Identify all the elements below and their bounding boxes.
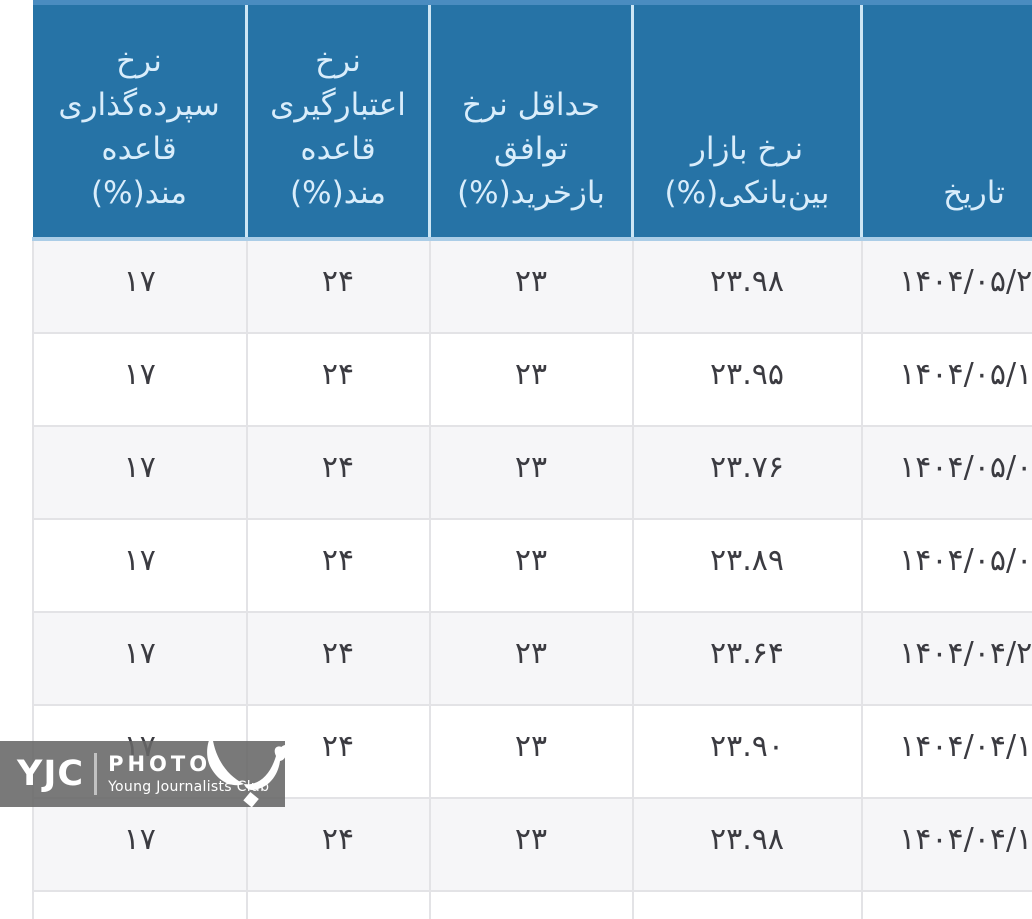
cell-min_repo_agreement_rate_pct: ۲۳ bbox=[428, 238, 633, 333]
table-header: تاریخ نرخ بازار بین‌بانکی(%) حداقل نرخ توا… bbox=[33, 0, 1032, 241]
cell-interbank_market_rate_pct: ۲۳.۹۵ bbox=[631, 332, 862, 426]
cell-date: ۱۴۰۴/۰۵/۰۸ bbox=[860, 425, 1032, 519]
cell-date: ۱۴۰۴/۰۴/۲۵ bbox=[860, 611, 1032, 705]
cell-interbank_market_rate_pct: ۲۳.۶۴ bbox=[631, 611, 862, 705]
watermark-subtitle: Young Journalists Club bbox=[108, 779, 270, 796]
table-header-row: تاریخ نرخ بازار بین‌بانکی(%) حداقل نرخ توا… bbox=[33, 0, 1032, 241]
column-header-regulated_credit_rate_pct: نرخ اعتبارگیری قاعده مند(%) bbox=[245, 0, 430, 241]
cell-regulated_credit_rate_pct: ۲۴ bbox=[245, 611, 430, 705]
cell-regulated_credit_rate_pct: ۲۴ bbox=[245, 797, 430, 891]
cell-interbank_market_rate_pct: ۲۳.۷۶ bbox=[631, 425, 862, 519]
cell-min_repo_agreement_rate_pct: ۲۳ bbox=[428, 425, 633, 519]
cell-regulated_credit_rate_pct: ۲۴ bbox=[245, 890, 430, 919]
cell-regulated_deposit_rate_pct: ۱۷ bbox=[32, 332, 247, 426]
cell-min_repo_agreement_rate_pct: ۲۳ bbox=[428, 704, 633, 798]
cell-regulated_deposit_rate_pct: ۱۷ bbox=[32, 425, 247, 519]
watermark-divider bbox=[94, 753, 98, 795]
cell-interbank_market_rate_pct: ۲۳.۹۸ bbox=[631, 890, 862, 919]
cell-min_repo_agreement_rate_pct: ۲۳ bbox=[428, 890, 633, 919]
cell-date: ۱۴۰۴/۰۴/۱۸ bbox=[860, 704, 1032, 798]
cell-interbank_market_rate_pct: ۲۳.۸۹ bbox=[631, 518, 862, 612]
yjc-logo-text: YJC bbox=[17, 753, 85, 794]
cell-regulated_deposit_rate_pct: ۱۷ bbox=[32, 611, 247, 705]
cell-regulated_credit_rate_pct: ۲۴ bbox=[245, 518, 430, 612]
cell-interbank_market_rate_pct: ۲۳.۹۸ bbox=[631, 797, 862, 891]
cell-regulated_credit_rate_pct: ۲۴ bbox=[245, 332, 430, 426]
cell-date: ۱۴۰۴/۰۵/۲۲ bbox=[860, 238, 1032, 333]
cell-regulated_deposit_rate_pct: ۱۷ bbox=[32, 890, 247, 919]
cell-min_repo_agreement_rate_pct: ۲۳ bbox=[428, 518, 633, 612]
cell-interbank_market_rate_pct: ۲۳.۹۰ bbox=[631, 704, 862, 798]
cell-date: ۱۴۰۴/۰۵/۰۱ bbox=[860, 518, 1032, 612]
cell-regulated_deposit_rate_pct: ۱۷ bbox=[32, 238, 247, 333]
yjc-watermark: YJC PHOTO Young Journalists Club bbox=[0, 734, 286, 808]
cell-regulated_credit_rate_pct: ۲۴ bbox=[245, 425, 430, 519]
cell-date: ۱۴۰۴/۰۵/۱۵ bbox=[860, 332, 1032, 426]
cell-date: ۱۴۰۴/۰۴/۰۴ bbox=[860, 890, 1032, 919]
column-header-interbank_market_rate_pct: نرخ بازار بین‌بانکی(%) bbox=[631, 0, 862, 241]
column-header-date: تاریخ bbox=[860, 0, 1032, 241]
cell-min_repo_agreement_rate_pct: ۲۳ bbox=[428, 797, 633, 891]
cell-regulated_deposit_rate_pct: ۱۷ bbox=[32, 518, 247, 612]
cell-min_repo_agreement_rate_pct: ۲۳ bbox=[428, 611, 633, 705]
cell-date: ۱۴۰۴/۰۴/۱۱ bbox=[860, 797, 1032, 891]
interbank-rates-table: تاریخ نرخ بازار بین‌بانکی(%) حداقل نرخ توا… bbox=[32, 0, 1032, 919]
cell-regulated_deposit_rate_pct: ۱۷ bbox=[32, 797, 247, 891]
column-header-min_repo_agreement_rate_pct: حداقل نرخ توافق بازخرید(%) bbox=[428, 0, 633, 241]
column-header-regulated_deposit_rate_pct: نرخ سپرده‌گذاری قاعده مند(%) bbox=[33, 0, 247, 241]
cell-interbank_market_rate_pct: ۲۳.۹۸ bbox=[631, 238, 862, 333]
cell-min_repo_agreement_rate_pct: ۲۳ bbox=[428, 332, 633, 426]
watermark-section-label: PHOTO bbox=[108, 751, 212, 776]
table-body: ۱۴۰۴/۰۵/۲۲۲۳.۹۸۲۳۲۴۱۷۱۴۰۴/۰۵/۱۵۲۳.۹۵۲۳۲۴… bbox=[32, 238, 1032, 919]
cell-regulated_credit_rate_pct: ۲۴ bbox=[245, 238, 430, 333]
watermark-text-block: PHOTO Young Journalists Club bbox=[108, 751, 270, 796]
